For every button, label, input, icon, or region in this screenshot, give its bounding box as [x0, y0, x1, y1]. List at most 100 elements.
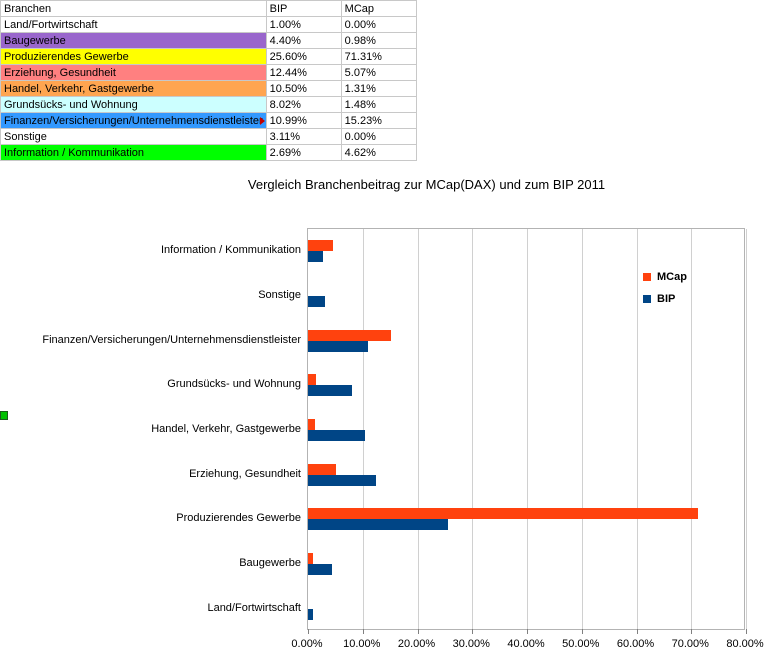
cell-bip-value[interactable]: 25.60% [265, 48, 342, 65]
header-mcap[interactable]: MCap [340, 0, 417, 17]
category-label: Produzierendes Gewerbe [176, 512, 301, 525]
gridline [691, 229, 693, 629]
bar-mcap [308, 374, 317, 386]
axis-tick [746, 629, 747, 634]
cell-branche-name[interactable]: Erziehung, Gesundheit [0, 64, 267, 81]
category-label: Land/Fortwirtschaft [207, 601, 301, 614]
cell-text: Produzierendes Gewerbe [4, 50, 129, 63]
chart-legend: MCap BIP [643, 270, 687, 314]
cell-text: Grundsücks- und Wohnung [4, 98, 138, 111]
cell-text: Finanzen/Versicherungen/Unternehmensdien… [4, 114, 263, 127]
bar-bip [308, 608, 314, 620]
cell-mcap-value[interactable]: 1.48% [340, 96, 417, 113]
x-axis-label: 0.00% [291, 638, 323, 650]
gridline [472, 229, 474, 629]
bar-mcap [308, 553, 314, 564]
table-row: Handel, Verkehr, Gastgewerbe 10.50% 1.31% [0, 80, 417, 97]
axis-tick [362, 629, 364, 634]
x-axis-label: 50.00% [562, 638, 600, 650]
bar-chart[interactable]: Vergleich Branchenbeitrag zur MCap(DAX) … [42, 170, 768, 664]
cell-text: Sonstige [4, 130, 47, 143]
cell-bip-value[interactable]: 1.00% [265, 16, 342, 33]
category-label: Finanzen/Versicherungen/Unternehmensdien… [42, 333, 301, 346]
axis-tick [308, 629, 309, 634]
cell-text: Information / Kommunikation [4, 146, 145, 159]
cell-text: Handel, Verkehr, Gastgewerbe [4, 82, 154, 95]
legend-label: BIP [657, 292, 676, 305]
category-label: Baugewerbe [239, 557, 301, 569]
cell-bip-value[interactable]: 3.11% [265, 128, 342, 145]
table-row: Baugewerbe 4.40% 0.98% [0, 32, 417, 49]
legend-swatch [643, 272, 651, 281]
bar-bip [308, 251, 323, 263]
cell-branche-name[interactable]: Handel, Verkehr, Gastgewerbe [0, 80, 267, 97]
gridline [636, 229, 638, 629]
table-row: Grundsücks- und Wohnung 8.02% 1.48% [0, 96, 417, 113]
bar-bip [308, 430, 366, 441]
gridline [527, 229, 528, 629]
bar-bip [308, 385, 352, 397]
cell-bip-value[interactable]: 4.40% [265, 32, 342, 49]
table-row: Sonstige 3.11% 0.00% [0, 128, 417, 145]
branchen-table: Branchen BIP MCap Land/Fortwirtschaft 1.0… [0, 0, 417, 161]
bar-bip [308, 474, 377, 486]
gridline [581, 229, 583, 629]
cell-bip-value[interactable]: 10.99% [265, 112, 342, 129]
cell-text: Land/Fortwirtschaft [4, 18, 98, 31]
cell-mcap-value[interactable]: 0.98% [340, 32, 417, 49]
x-axis-label: 60.00% [616, 638, 655, 650]
cell-bip-value[interactable]: 8.02% [265, 96, 342, 113]
cell-branche-name[interactable]: Land/Fortwirtschaft [0, 16, 267, 33]
chart-title: Vergleich Branchenbeitrag zur MCap(DAX) … [247, 177, 606, 192]
axis-tick [636, 629, 638, 634]
cell-branche-name[interactable]: Grundsücks- und Wohnung [0, 96, 267, 113]
bar-bip [308, 296, 326, 307]
category-label: Information / Kommunikation [160, 244, 301, 257]
cell-branche-name[interactable]: Baugewerbe [0, 32, 267, 49]
cell-mcap-value[interactable]: 0.00% [340, 128, 417, 145]
bar-mcap [308, 419, 316, 430]
cell-branche-name[interactable]: Finanzen/Versicherungen/Unternehmensdien… [0, 112, 267, 129]
table-row: Erziehung, Gesundheit 12.44% 5.07% [0, 64, 417, 81]
legend-entry: BIP [643, 292, 687, 305]
cell-branche-name[interactable]: Sonstige [0, 128, 267, 145]
cell-mcap-value[interactable]: 71.31% [340, 48, 417, 65]
cell-mcap-value[interactable]: 5.07% [340, 64, 417, 81]
cell-branche-name[interactable]: Produzierendes Gewerbe [0, 48, 267, 65]
x-axis-label: 80.00% [726, 638, 764, 650]
x-axis-label: 10.00% [343, 638, 381, 650]
x-axis-label: 70.00% [671, 638, 709, 650]
cell-mcap-value[interactable]: 4.62% [340, 144, 417, 161]
axis-tick [417, 629, 419, 634]
table-row: Land/Fortwirtschaft 1.00% 0.00% [0, 16, 417, 33]
table-row: Information / Kommunikation 2.69% 4.62% [0, 144, 417, 161]
bar-bip [308, 519, 449, 531]
cell-branche-name[interactable]: Information / Kommunikation [0, 144, 267, 161]
cell-mcap-value[interactable]: 0.00% [340, 16, 417, 33]
gridline [362, 229, 364, 629]
bar-mcap [308, 463, 336, 475]
legend-swatch [643, 294, 651, 303]
bar-mcap [308, 240, 334, 252]
x-axis-label: 30.00% [452, 638, 490, 650]
table-row: Produzierendes Gewerbe 25.60% 71.31% [0, 48, 417, 65]
cell-text: Baugewerbe [4, 34, 66, 47]
axis-tick [581, 629, 583, 634]
cell-bip-value[interactable]: 10.50% [265, 80, 342, 97]
x-axis-label: 40.00% [507, 638, 545, 650]
gridline [417, 229, 419, 629]
legend-entry: MCap [643, 270, 687, 283]
cell-bip-value[interactable]: 2.69% [265, 144, 342, 161]
bar-mcap [308, 508, 699, 520]
category-label: Sonstige [258, 289, 301, 301]
plot-area [307, 228, 747, 634]
cell-bip-value[interactable]: 12.44% [265, 64, 342, 81]
header-branchen[interactable]: Branchen [0, 0, 267, 17]
table-row: Finanzen/Versicherungen/Unternehmensdien… [0, 112, 417, 129]
bar-mcap [308, 329, 392, 341]
header-bip[interactable]: BIP [265, 0, 342, 17]
table-header-row: Branchen BIP MCap [0, 0, 417, 17]
cell-mcap-value[interactable]: 1.31% [340, 80, 417, 97]
cell-mcap-value[interactable]: 15.23% [340, 112, 417, 129]
